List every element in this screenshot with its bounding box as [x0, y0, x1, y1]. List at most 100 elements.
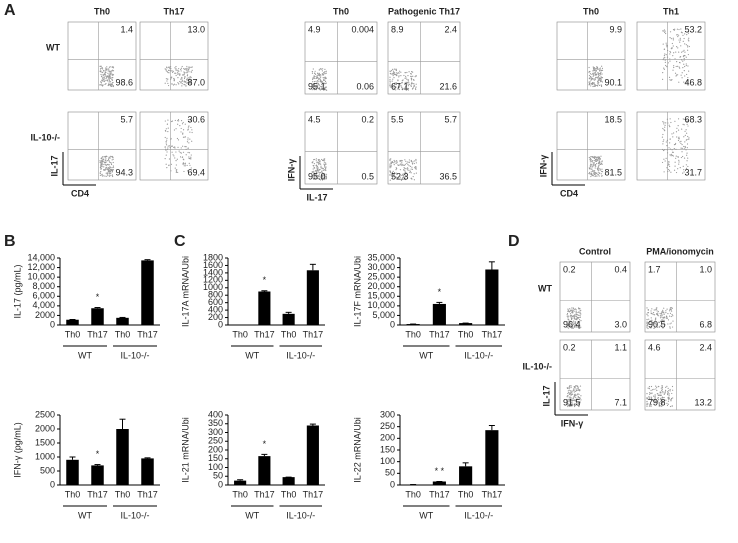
- event-dot: [185, 146, 187, 148]
- event-dot: [108, 170, 110, 172]
- event-dot: [663, 48, 666, 50]
- event-dot: [646, 393, 648, 395]
- event-dot: [103, 76, 105, 78]
- event-dot: [683, 124, 685, 126]
- event-dot: [398, 86, 400, 89]
- bar: [432, 481, 446, 485]
- event-dot: [184, 123, 186, 125]
- event-dot: [655, 324, 657, 326]
- event-dot: [663, 307, 665, 309]
- event-dot: [574, 390, 577, 392]
- event-dot: [317, 170, 319, 172]
- event-dot: [598, 84, 601, 86]
- event-dot: [576, 385, 578, 388]
- event-dot: [183, 72, 186, 74]
- event-dot: [569, 308, 571, 310]
- event-dot: [663, 171, 665, 173]
- event-dot: [597, 68, 599, 70]
- event-dot: [588, 172, 590, 175]
- event-dot: [389, 86, 391, 88]
- event-dot: [679, 55, 682, 58]
- event-dot: [171, 70, 173, 72]
- event-dot: [670, 400, 672, 402]
- event-dot: [573, 391, 575, 393]
- event-dot: [575, 396, 577, 399]
- event-dot: [402, 173, 404, 175]
- panel-label: D: [508, 233, 520, 250]
- event-dot: [404, 72, 406, 74]
- event-dot: [595, 69, 597, 71]
- event-dot: [186, 82, 188, 84]
- event-dot: [588, 81, 590, 83]
- event-dot: [685, 56, 687, 58]
- event-dot: [318, 178, 321, 180]
- event-dot: [108, 68, 110, 70]
- event-dot: [311, 177, 313, 179]
- event-dot: [410, 85, 412, 87]
- event-dot: [112, 74, 115, 76]
- event-dot: [311, 72, 314, 74]
- event-dot: [568, 393, 570, 395]
- event-dot: [314, 158, 316, 161]
- event-dot: [673, 66, 675, 69]
- event-dot: [568, 399, 570, 401]
- event-dot: [108, 157, 110, 159]
- event-dot: [318, 169, 320, 171]
- event-dot: [599, 163, 602, 166]
- event-dot: [316, 168, 319, 170]
- event-dot: [665, 44, 668, 46]
- event-dot: [646, 397, 648, 399]
- event-dot: [673, 169, 676, 171]
- event-dot: [165, 149, 167, 151]
- event-dot: [190, 83, 192, 85]
- event-dot: [315, 171, 317, 173]
- event-dot: [314, 70, 316, 72]
- event-dot: [687, 46, 689, 48]
- event-dot: [568, 397, 570, 399]
- event-dot: [684, 130, 686, 132]
- event-dot: [664, 126, 666, 128]
- quadrant-percent: 8.9: [391, 24, 404, 34]
- event-dot: [410, 168, 412, 170]
- event-dot: [677, 125, 679, 127]
- event-dot: [647, 403, 649, 405]
- event-dot: [391, 176, 394, 178]
- event-dot: [674, 161, 676, 163]
- quadrant-percent: 67.1: [391, 81, 409, 91]
- event-dot: [670, 38, 673, 40]
- event-dot: [187, 137, 189, 139]
- event-dot: [324, 164, 326, 166]
- event-dot: [598, 77, 600, 79]
- event-dot: [408, 159, 411, 161]
- y-tick-label: 50: [385, 468, 395, 478]
- event-dot: [684, 43, 686, 45]
- event-dot: [181, 156, 183, 159]
- event-dot: [398, 88, 401, 91]
- event-dot: [320, 165, 322, 167]
- event-dot: [102, 156, 104, 158]
- event-dot: [408, 83, 411, 85]
- event-dot: [687, 45, 689, 47]
- event-dot: [315, 164, 318, 166]
- event-dot: [687, 125, 689, 127]
- event-dot: [651, 392, 653, 395]
- event-dot: [589, 171, 591, 174]
- event-dot: [188, 82, 190, 84]
- event-dot: [668, 395, 670, 397]
- event-dot: [677, 139, 680, 141]
- y-tick-label: 10,000: [367, 300, 395, 310]
- event-dot: [111, 159, 113, 161]
- event-dot: [173, 83, 176, 85]
- event-dot: [675, 155, 677, 157]
- event-dot: [590, 164, 592, 166]
- event-dot: [595, 70, 597, 72]
- event-dot: [104, 168, 106, 171]
- event-dot: [404, 163, 406, 165]
- event-dot: [688, 137, 690, 139]
- event-dot: [395, 176, 397, 178]
- quadrant-percent: 53.2: [684, 24, 702, 34]
- event-dot: [654, 395, 656, 397]
- event-dot: [671, 307, 673, 309]
- quadrant-percent: 5.5: [391, 114, 404, 124]
- event-dot: [666, 385, 668, 388]
